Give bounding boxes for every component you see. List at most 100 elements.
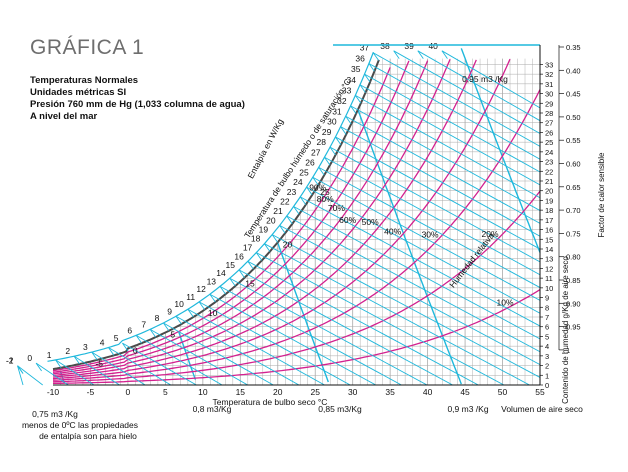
enthalpy-line [17, 365, 43, 386]
enthalpy-tick [318, 167, 325, 176]
enthalpy-line [35, 362, 69, 386]
enthalpy-line [293, 206, 541, 340]
enthalpy-line [350, 105, 541, 211]
enthalpy-tick [149, 329, 157, 338]
enthalpy-line [238, 269, 453, 386]
enthalpy-tick-label: 28 [317, 137, 327, 147]
rh-curve [52, 58, 511, 380]
enthalpy-tick [364, 73, 371, 83]
enthalpy-tick-label: 16 [234, 251, 244, 261]
y-tick-label: 25 [545, 138, 553, 147]
y-tick-label: 6 [545, 323, 549, 332]
enthalpy-line [135, 334, 223, 386]
enthalpy-line [198, 301, 351, 386]
enthalpy-tick-label: 40 [428, 41, 438, 51]
y-tick-label: 22 [545, 167, 553, 176]
rh-label: 80% [317, 194, 334, 204]
saturation-curve [52, 59, 380, 371]
enthalpy-tick-label: 3 [83, 342, 88, 352]
shf-tick-label: 0.35 [566, 43, 581, 52]
enthalpy-line [324, 156, 541, 276]
enthalpy-line [108, 347, 172, 386]
shf-tick-label: 0.45 [566, 90, 581, 99]
enthalpy-tick-label: 8 [155, 313, 160, 323]
y-tick-label: 15 [545, 235, 553, 244]
shf-tick-label: 0.40 [566, 66, 581, 75]
rh-curve [52, 60, 410, 373]
enthalpy-line [359, 84, 541, 186]
x-tick-label: 10 [198, 387, 208, 397]
y-tick-label: 20 [545, 187, 553, 196]
enthalpy-tick-label: 24 [293, 177, 303, 187]
wet-bulb-label: -5 [95, 359, 103, 369]
x-tick-label: 15 [236, 387, 246, 397]
enthalpy-tick [368, 63, 375, 72]
x-tick-label: 0 [126, 387, 131, 397]
shf-tick-label: 0.80 [566, 253, 581, 262]
wet-bulb-label: 25 [320, 187, 330, 197]
volume-label: 0,75 m3 /Kg [32, 409, 78, 419]
enthalpy-line [300, 196, 541, 327]
y-tick-label: 9 [545, 294, 549, 303]
volume-title: Volumen de aire seco [501, 404, 583, 414]
enthalpy-line [229, 277, 428, 386]
enthalpy-tick [209, 293, 216, 303]
wet-bulb-label: 10 [208, 308, 218, 318]
shf-tick-label: 0.60 [566, 160, 581, 169]
y-tick-label: 2 [545, 362, 549, 371]
enthalpy-tick [286, 215, 293, 225]
enthalpy-tick-label: 0 [27, 353, 32, 363]
enthalpy-tick [417, 50, 424, 59]
enthalpy-scale: -2-1 0 1 2 3 4 5678910111213141516171819202122… [6, 41, 541, 386]
saturation-line [52, 59, 380, 371]
shf-tick-label: 0.70 [566, 206, 581, 215]
enthalpy-tick-label: 1 [47, 350, 52, 360]
enthalpy-tick-label: 14 [216, 268, 226, 278]
y-tick-label: 23 [545, 158, 553, 167]
enthalpy-tick-label: 15 [226, 260, 236, 270]
y-tick-label: 3 [545, 352, 549, 361]
enthalpy-tick-label: 11 [186, 292, 195, 302]
x-tick-label: 55 [535, 387, 545, 397]
enthalpy-tick-label: 27 [311, 147, 321, 157]
y-tick-label: 5 [545, 332, 549, 341]
enthalpy-tick [219, 286, 226, 295]
y-tick-label: 28 [545, 109, 553, 118]
info-line-4: A nivel del mar [30, 111, 98, 122]
y-tick-label: 17 [545, 216, 553, 225]
enthalpy-line [209, 293, 376, 386]
enthalpy-line [122, 342, 197, 386]
x-tick-label: 45 [460, 387, 470, 397]
enthalpy-tick-label: 37 [360, 43, 370, 53]
y-tick-label: 11 [545, 274, 553, 283]
volume-line [357, 110, 462, 385]
enthalpy-tick [35, 362, 42, 372]
y-tick-label: 10 [545, 284, 553, 293]
y-tick-label: 13 [545, 255, 553, 264]
y-tick-label: 26 [545, 128, 553, 137]
y-tick-label: 19 [545, 196, 553, 205]
shf-axis-title: Factor de calor sensible [597, 152, 606, 237]
enthalpy-line [312, 176, 541, 301]
enthalpy-line [306, 186, 541, 314]
enthalpy-line [271, 234, 541, 378]
volume-line [277, 242, 329, 383]
enthalpy-line [340, 126, 541, 237]
enthalpy-scale-title: Entalpía en W/Kg [245, 117, 285, 180]
shf-tick-label: 0.95 [566, 323, 581, 332]
enthalpy-line [286, 215, 541, 353]
x-tick-label: 30 [348, 387, 358, 397]
enthalpy-line [17, 365, 24, 386]
shf-tick-label: 0.55 [566, 136, 581, 145]
shf-tick-label: 0.50 [566, 113, 581, 122]
rh-curve [52, 59, 477, 378]
enthalpy-tick-label: 26 [305, 157, 315, 167]
y-axis-title: Contenido de humedad g/Kg de aire seco [561, 256, 570, 404]
enthalpy-line [355, 94, 541, 199]
enthalpy-tick-label: 25 [299, 167, 309, 177]
rh-label: 50% [362, 217, 379, 227]
enthalpy-tick [306, 186, 313, 196]
enthalpy-line [256, 252, 505, 386]
